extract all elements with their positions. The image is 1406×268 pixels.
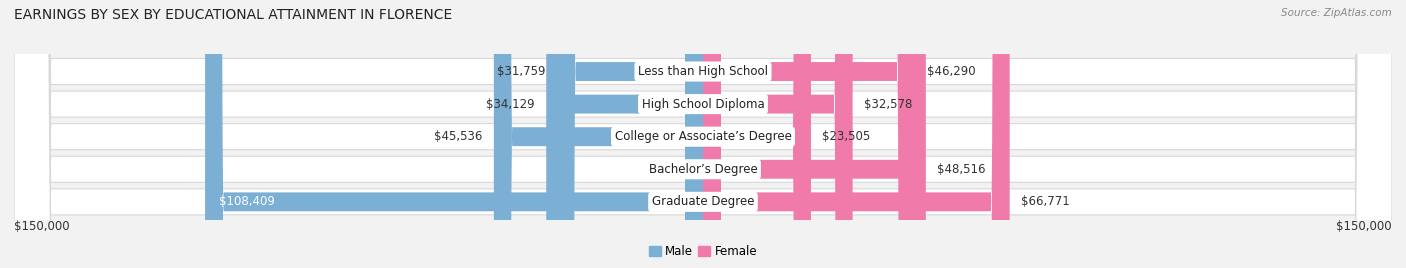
Text: $23,505: $23,505	[823, 130, 870, 143]
Text: $66,771: $66,771	[1021, 195, 1070, 208]
Text: $150,000: $150,000	[14, 220, 70, 233]
FancyBboxPatch shape	[703, 0, 852, 268]
Text: $45,536: $45,536	[434, 130, 482, 143]
Text: Less than High School: Less than High School	[638, 65, 768, 78]
Text: $0: $0	[676, 163, 692, 176]
Text: $34,129: $34,129	[486, 98, 534, 111]
FancyBboxPatch shape	[547, 0, 703, 268]
Text: $31,759: $31,759	[498, 65, 546, 78]
FancyBboxPatch shape	[557, 0, 703, 268]
Text: $32,578: $32,578	[865, 98, 912, 111]
Text: Bachelor’s Degree: Bachelor’s Degree	[648, 163, 758, 176]
Text: Graduate Degree: Graduate Degree	[652, 195, 754, 208]
Text: High School Diploma: High School Diploma	[641, 98, 765, 111]
FancyBboxPatch shape	[14, 0, 1392, 268]
FancyBboxPatch shape	[14, 0, 1392, 268]
Text: Source: ZipAtlas.com: Source: ZipAtlas.com	[1281, 8, 1392, 18]
Text: $46,290: $46,290	[927, 65, 976, 78]
FancyBboxPatch shape	[494, 0, 703, 268]
FancyBboxPatch shape	[14, 0, 1392, 268]
FancyBboxPatch shape	[703, 0, 915, 268]
Text: $108,409: $108,409	[219, 195, 274, 208]
Text: $48,516: $48,516	[938, 163, 986, 176]
Text: EARNINGS BY SEX BY EDUCATIONAL ATTAINMENT IN FLORENCE: EARNINGS BY SEX BY EDUCATIONAL ATTAINMEN…	[14, 8, 453, 22]
FancyBboxPatch shape	[703, 0, 1010, 268]
FancyBboxPatch shape	[14, 0, 1392, 268]
FancyBboxPatch shape	[703, 0, 811, 268]
Text: $150,000: $150,000	[1336, 220, 1392, 233]
Text: College or Associate’s Degree: College or Associate’s Degree	[614, 130, 792, 143]
FancyBboxPatch shape	[14, 0, 1392, 268]
Legend: Male, Female: Male, Female	[647, 243, 759, 260]
FancyBboxPatch shape	[703, 0, 925, 268]
FancyBboxPatch shape	[205, 0, 703, 268]
